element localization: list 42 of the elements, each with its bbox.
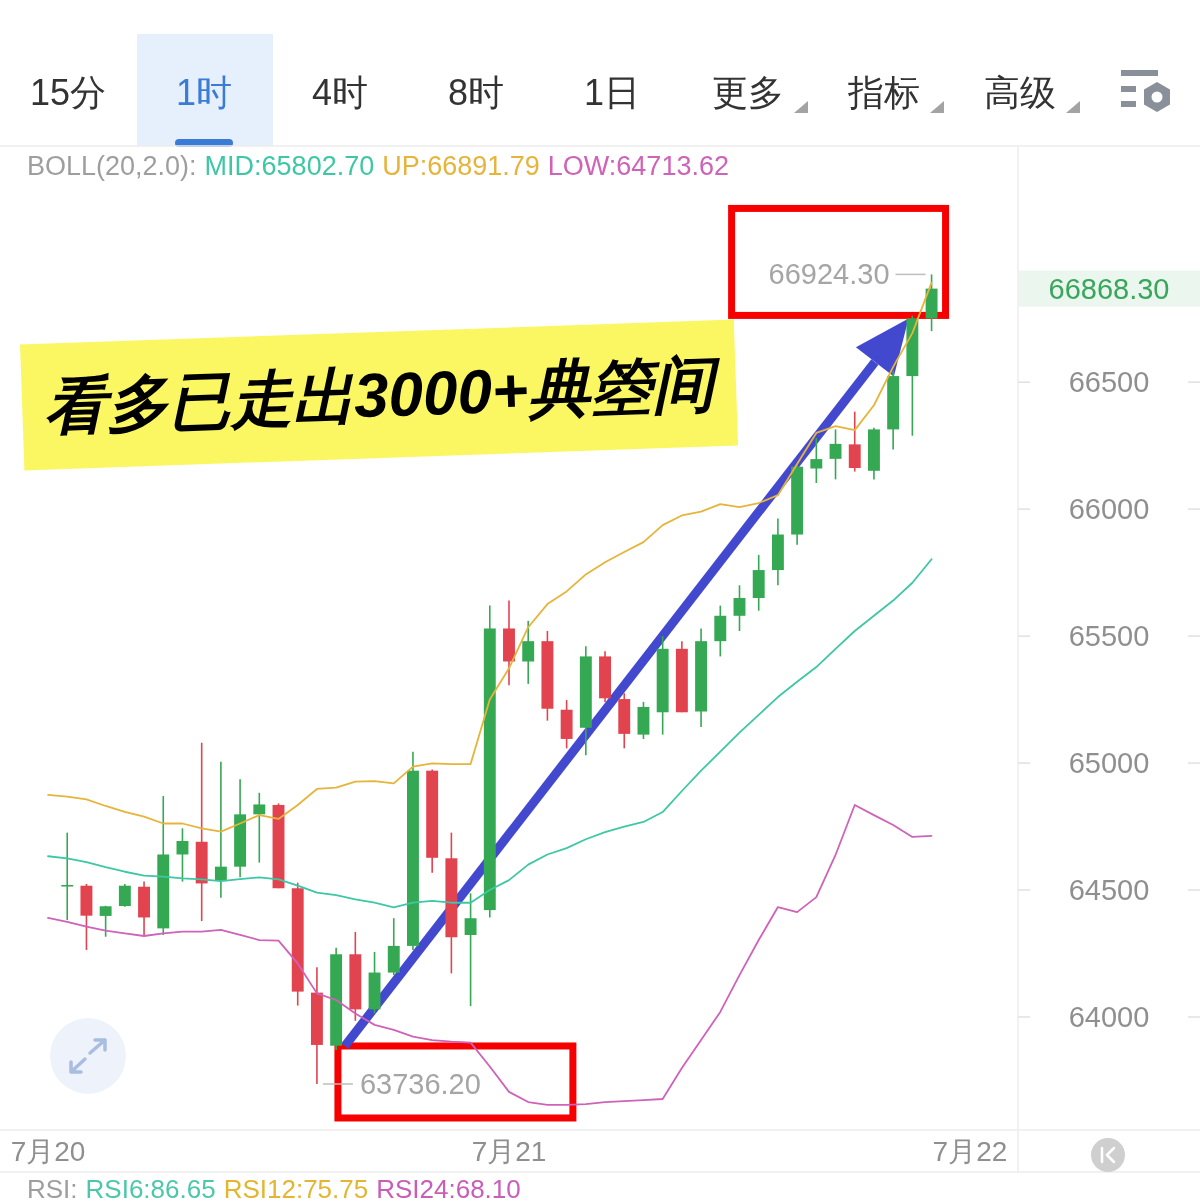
y-tick-label: 66000 bbox=[1068, 493, 1150, 526]
text: 1日 bbox=[583, 71, 641, 113]
text: UP:66891.79 bbox=[382, 151, 540, 181]
y-tick-label: 64000 bbox=[1068, 1001, 1150, 1033]
line-series bbox=[47, 804, 933, 1106]
line-series bbox=[47, 558, 933, 909]
candlestick bbox=[733, 584, 746, 632]
text: RSI24:68.10 bbox=[376, 1174, 521, 1203]
candlestick bbox=[464, 892, 477, 1007]
candlestick bbox=[810, 437, 823, 484]
text: 66868.30 bbox=[1048, 272, 1170, 305]
y-tick-label: 65000 bbox=[1068, 747, 1150, 780]
y-tick-label: 65500 bbox=[1068, 620, 1150, 653]
annotation: 63736.20 bbox=[359, 1067, 481, 1100]
annotation: 看多已走出3000+典箜间 bbox=[43, 348, 723, 442]
text: LOW:64713.62 bbox=[547, 151, 729, 181]
y-tick-label: 64500 bbox=[1068, 874, 1150, 907]
text: RSI: bbox=[27, 1174, 78, 1203]
candlestick bbox=[61, 831, 74, 921]
text: RSI6:86.65 bbox=[85, 1174, 216, 1203]
text: 8时 bbox=[447, 71, 505, 113]
text: RSI12:75.75 bbox=[223, 1174, 369, 1203]
text: 更多 bbox=[712, 71, 784, 113]
annotation: 66924.30 bbox=[768, 258, 890, 291]
candlestick bbox=[118, 883, 131, 908]
text: 高级 bbox=[984, 71, 1056, 113]
text: 4时 bbox=[311, 71, 369, 113]
candlestick bbox=[214, 760, 227, 899]
text: 15分 bbox=[29, 71, 107, 113]
text: 1时 bbox=[175, 71, 233, 113]
candlestick bbox=[99, 904, 112, 938]
candlestick bbox=[522, 620, 535, 685]
y-tick-label: 66500 bbox=[1068, 366, 1150, 399]
x-tick-label: 7月22 bbox=[932, 1135, 1008, 1167]
text: 指标 bbox=[847, 71, 920, 113]
legend-title: BOLL(20,2.0): bbox=[27, 151, 197, 181]
candlestick bbox=[253, 791, 266, 864]
x-tick-label: 7月21 bbox=[471, 1135, 547, 1167]
text: MID:65802.70 bbox=[204, 151, 375, 181]
candlestick bbox=[848, 410, 861, 473]
candlestick bbox=[829, 428, 842, 481]
x-tick-label: 7月20 bbox=[10, 1135, 86, 1167]
